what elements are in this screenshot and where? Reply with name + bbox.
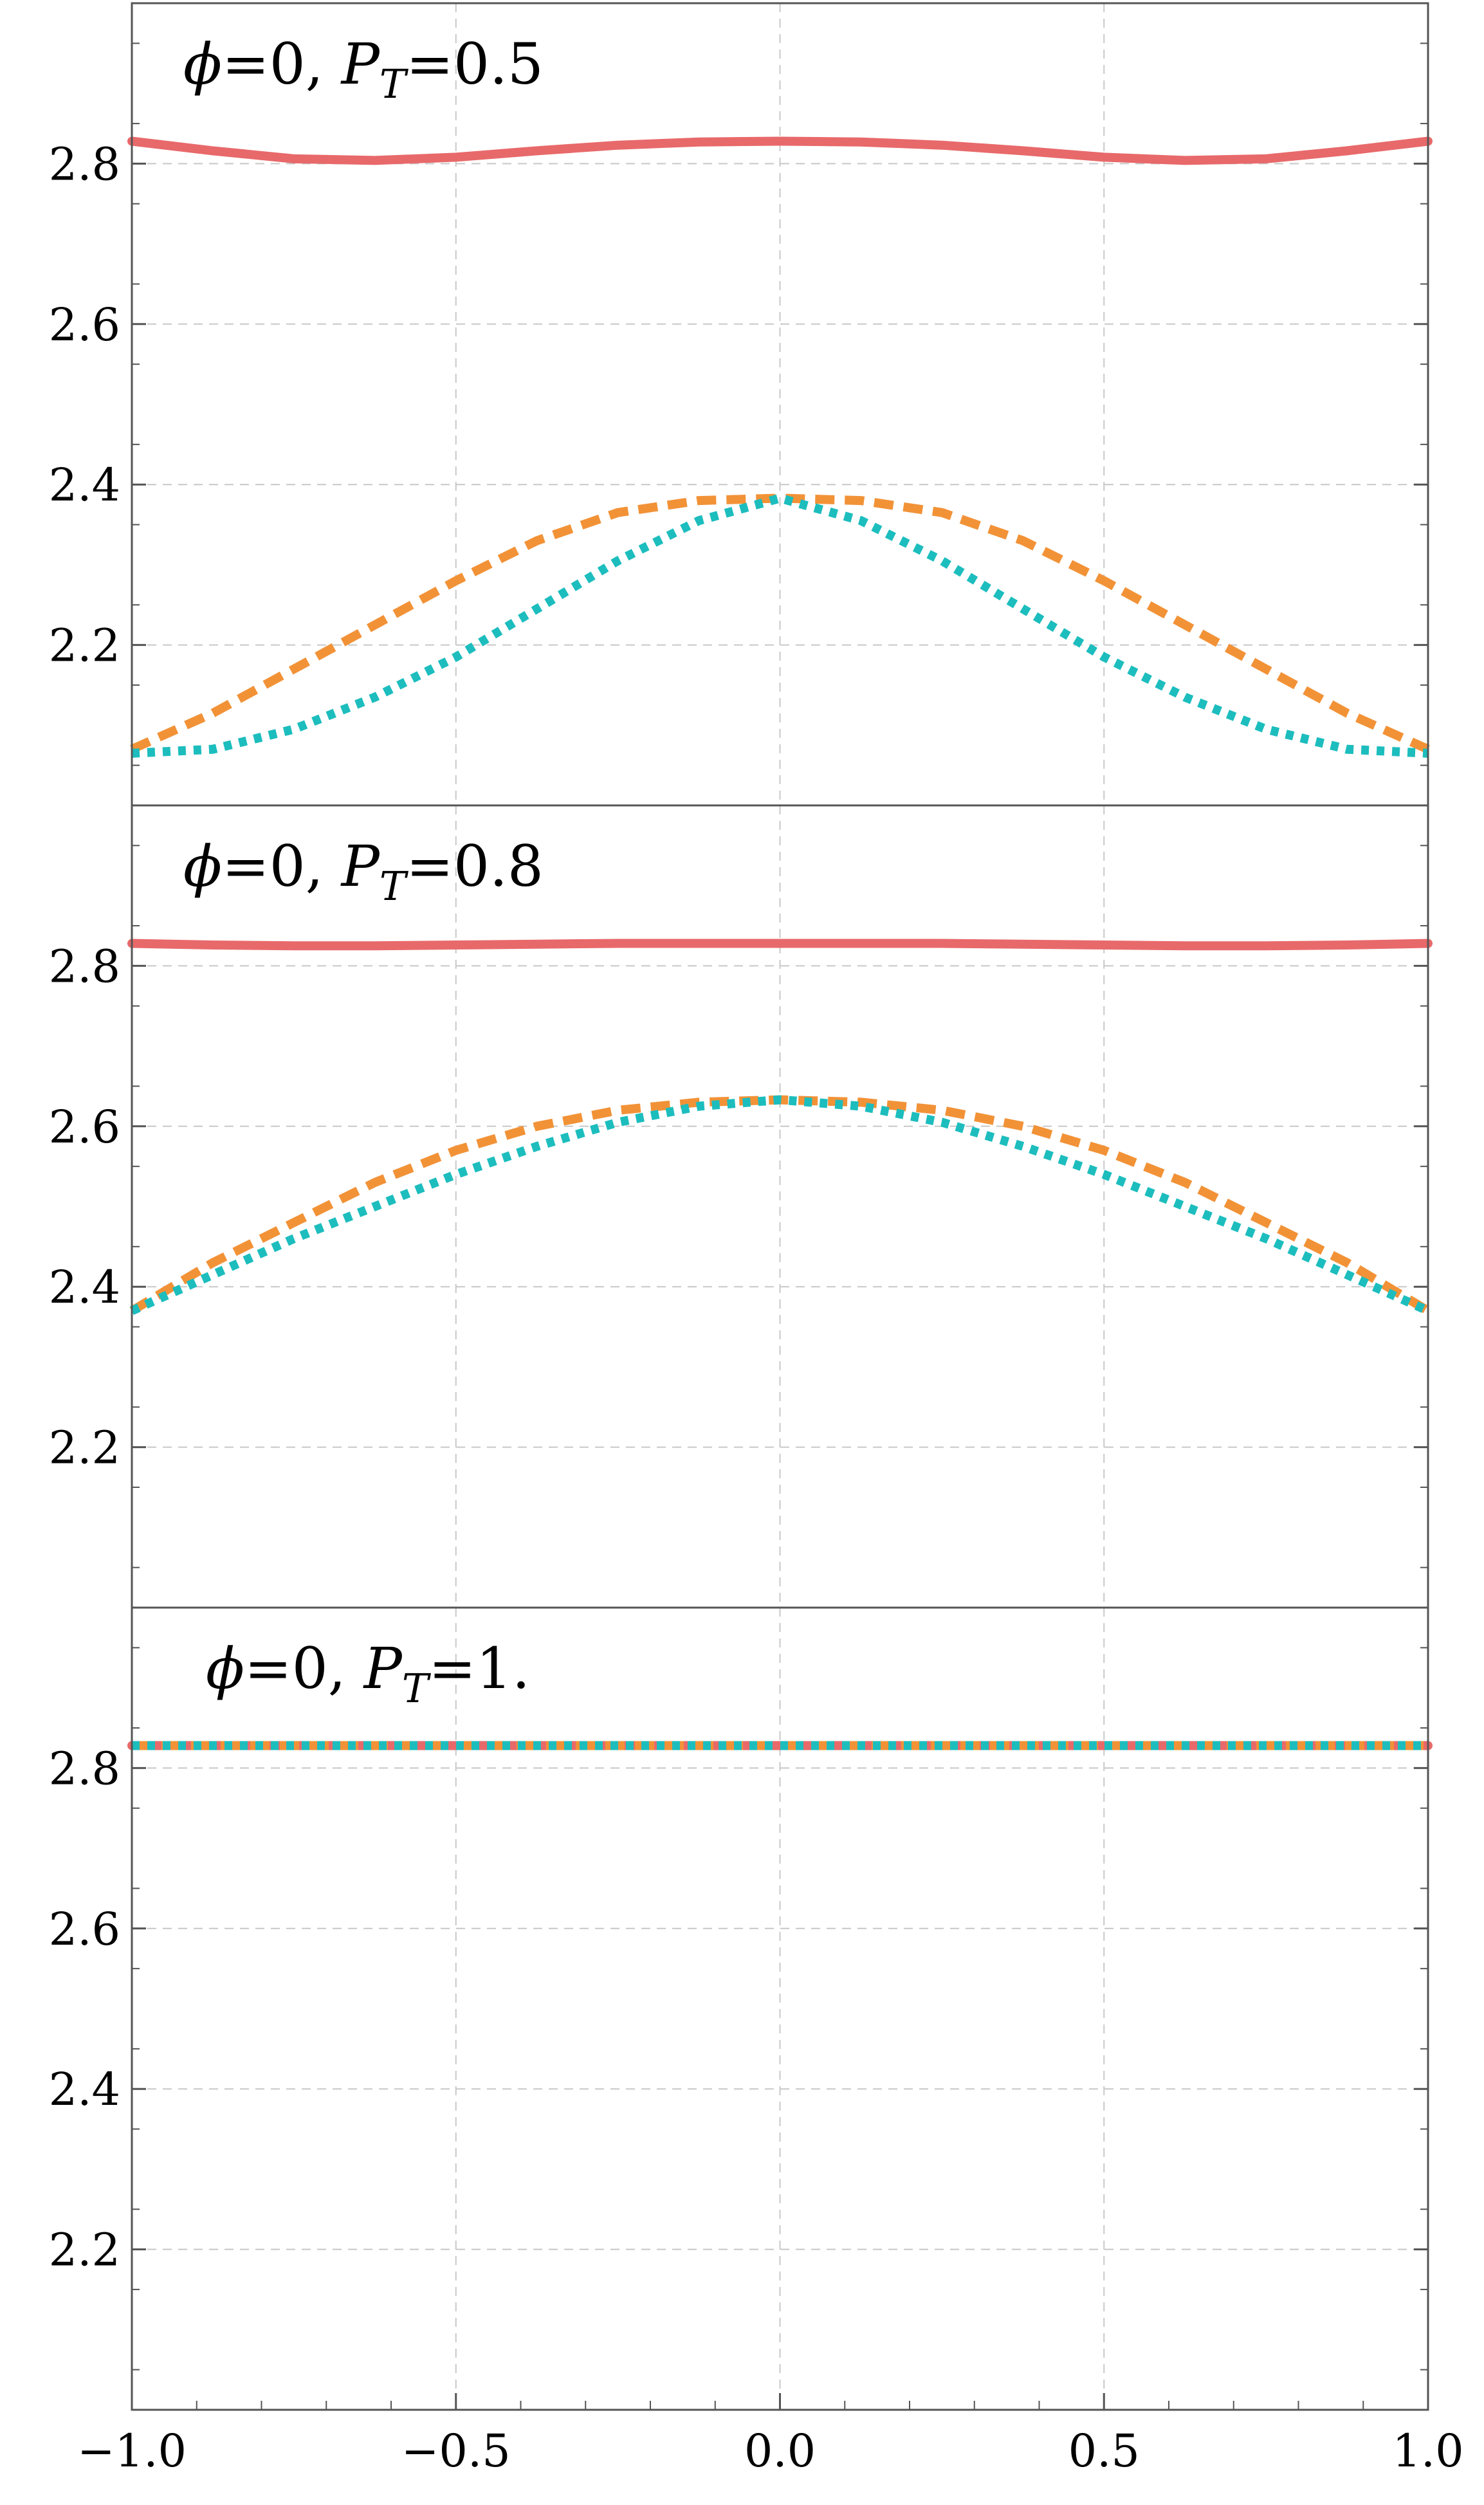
panel-title: ϕ=0, PT=1.: [206, 1635, 530, 1712]
y-tick-label: 2.8: [49, 138, 120, 190]
y-tick-label: 2.2: [49, 619, 120, 672]
panel-title: ϕ=0, PT=0.5: [183, 31, 544, 107]
y-tick-label: 2.6: [49, 298, 120, 351]
x-tick-label: 0.0: [744, 2425, 816, 2477]
y-tick-label: 2.4: [49, 1261, 120, 1314]
series-line-dashed: [130, 493, 1430, 754]
y-tick-label: 2.2: [49, 2224, 120, 2277]
y-tick-label: 2.4: [49, 2063, 120, 2116]
panel-title: ϕ=0, PT=0.8: [183, 833, 544, 910]
x-tick-label: 1.0: [1392, 2425, 1463, 2477]
series-line-dotted: [130, 1095, 1430, 1315]
y-tick-label: 2.6: [49, 1903, 120, 1956]
series-line-dotted: [131, 493, 1429, 758]
series-line-solid: [127, 136, 1433, 165]
panel-1: 2.2 2.4 2.6 2.8 ϕ=0, PT=0.5: [49, 2, 1433, 807]
y-tick-label: 2.2: [49, 1422, 120, 1474]
x-tick-label: 0.5: [1068, 2425, 1140, 2477]
y-tick-label: 2.8: [49, 1742, 120, 1795]
y-tick-label: 2.6: [49, 1101, 120, 1153]
x-tick-label: −0.5: [401, 2425, 511, 2477]
y-tick-label: 2.8: [49, 940, 120, 993]
panel-2: 2.2 2.4 2.6 2.8 ϕ=0, PT=0.8: [49, 804, 1433, 1609]
series-line-solid: [127, 939, 1433, 951]
y-tick-label: 2.4: [49, 459, 120, 511]
x-tick-label: −1.0: [77, 2425, 187, 2477]
